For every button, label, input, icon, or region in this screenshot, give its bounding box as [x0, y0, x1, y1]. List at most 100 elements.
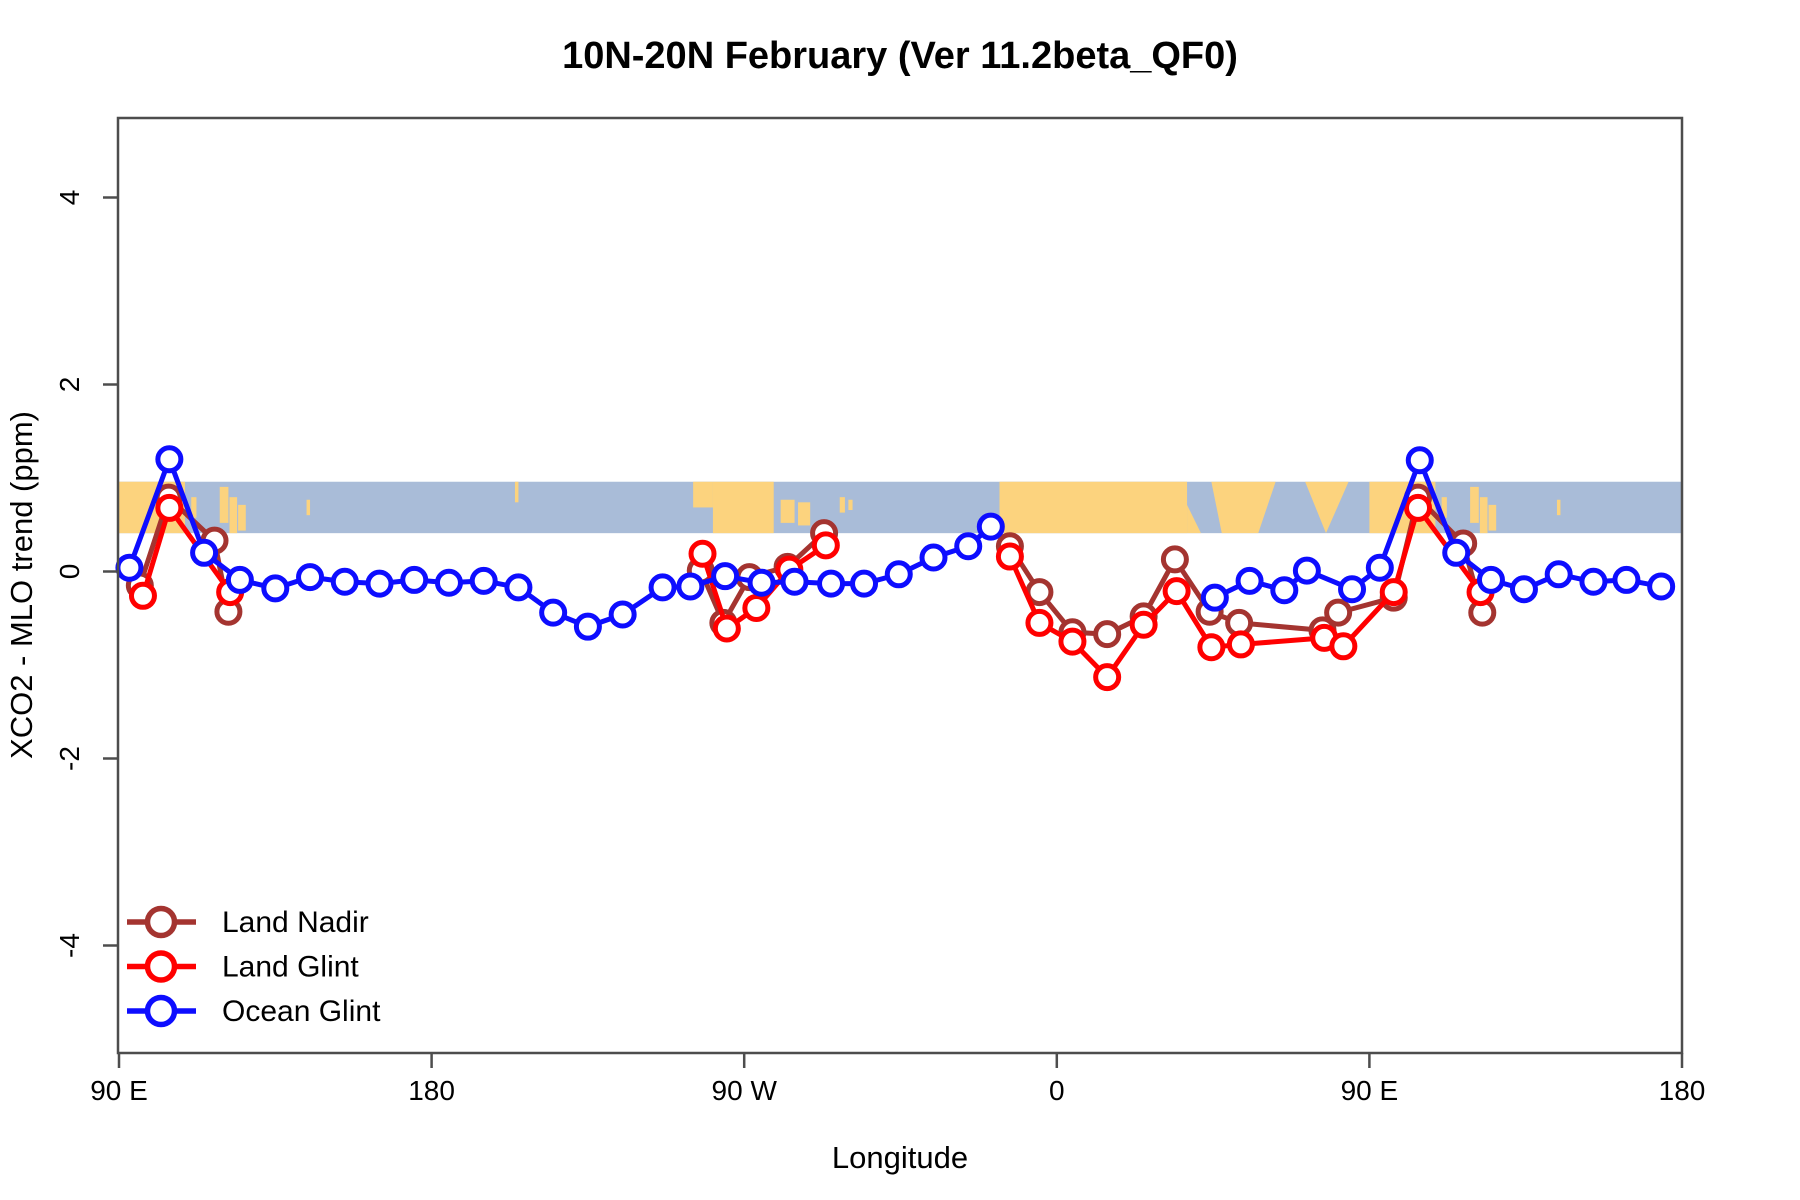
map-band-land	[191, 497, 197, 518]
data-point-land-glint	[688, 539, 717, 568]
data-point-ocean-glint	[976, 512, 1005, 541]
data-point-land-glint	[712, 614, 741, 643]
data-point-ocean-glint	[155, 445, 184, 474]
data-point-ocean-glint	[1365, 553, 1394, 582]
x-tick-label: 90 W	[712, 1075, 778, 1106]
data-point-land-glint	[1379, 578, 1408, 607]
series	[115, 445, 1676, 692]
data-point-ocean-glint	[780, 567, 809, 596]
map-band-land	[999, 481, 1188, 534]
data-point-ocean-glint	[1442, 538, 1471, 567]
data-point-ocean-glint	[1338, 575, 1367, 604]
map-band-land	[219, 486, 229, 523]
map-band-land	[1441, 497, 1447, 518]
data-point-land-nadir	[1324, 598, 1353, 627]
legend-label-land-nadir: Land Nadir	[222, 906, 369, 939]
data-point-ocean-glint	[884, 560, 913, 589]
map-band-land	[798, 502, 811, 526]
map-band-land	[1187, 504, 1201, 534]
data-point-ocean-glint	[296, 563, 325, 592]
legend-item-land-glint: Land Glint	[127, 950, 359, 984]
y-tick-label: 0	[54, 564, 85, 580]
map-band-land	[712, 481, 774, 534]
map-band-land	[1305, 481, 1349, 534]
data-point-ocean-glint	[676, 572, 705, 601]
data-point-land-nadir	[1160, 545, 1189, 574]
legend-marker-land-glint	[144, 950, 178, 983]
x-axis-label: Longitude	[832, 1140, 968, 1175]
legend: Land Nadir Land Glint Ocean Glint	[127, 905, 381, 1028]
x-tick-label: 0	[1049, 1075, 1065, 1106]
data-point-ocean-glint	[365, 569, 394, 598]
data-point-land-glint	[1162, 577, 1191, 606]
map-band-land	[1488, 504, 1497, 531]
chart-title: 10N-20N February (Ver 11.2beta_QF0)	[562, 35, 1238, 77]
data-point-land-glint	[811, 531, 840, 560]
y-axis-label: XCO2 - MLO trend (ppm)	[4, 411, 39, 759]
data-point-ocean-glint	[115, 553, 144, 582]
map-band-land	[1211, 481, 1276, 534]
y-tick-label: -2	[54, 746, 85, 771]
x-tick-label: 180	[408, 1075, 455, 1106]
y-tick-label: 4	[54, 190, 85, 206]
map-band-land	[1556, 499, 1561, 516]
data-point-land-glint	[995, 542, 1024, 571]
x-tick-label: 180	[1659, 1075, 1706, 1106]
data-point-land-glint	[155, 493, 184, 522]
data-point-ocean-glint	[1476, 565, 1505, 594]
data-point-ocean-glint	[919, 543, 948, 572]
data-point-ocean-glint	[1579, 567, 1608, 596]
data-point-ocean-glint	[1509, 575, 1538, 604]
data-point-ocean-glint	[817, 569, 846, 598]
map-band-land	[514, 481, 519, 503]
data-point-land-glint	[742, 593, 771, 622]
data-point-ocean-glint	[1270, 576, 1299, 605]
plot-border	[116, 116, 1684, 1055]
legend-label-ocean-glint: Ocean Glint	[222, 995, 381, 1028]
data-point-ocean-glint	[504, 573, 533, 602]
data-point-ocean-glint	[1405, 446, 1434, 475]
map-band-land	[839, 497, 845, 513]
data-point-ocean-glint	[1647, 572, 1676, 601]
data-point-ocean-glint	[400, 565, 429, 594]
data-point-ocean-glint	[648, 573, 677, 602]
data-point-ocean-glint	[850, 569, 879, 598]
legend-item-ocean-glint: Ocean Glint	[127, 994, 381, 1028]
data-point-land-glint	[1197, 633, 1226, 662]
data-point-ocean-glint	[1612, 565, 1641, 594]
data-point-land-glint	[1093, 663, 1122, 692]
data-point-ocean-glint	[711, 562, 740, 591]
data-point-land-glint	[1329, 632, 1358, 661]
data-point-ocean-glint	[330, 567, 359, 596]
map-band-land	[1470, 486, 1479, 523]
map-band-land	[306, 499, 311, 516]
legend-marker-land-nadir	[144, 905, 178, 939]
data-point-land-glint	[1226, 630, 1255, 659]
data-point-ocean-glint	[261, 574, 290, 603]
data-point-ocean-glint	[747, 568, 776, 597]
data-point-land-glint	[1058, 627, 1087, 656]
data-point-land-glint	[1025, 608, 1054, 637]
data-point-ocean-glint	[469, 566, 498, 595]
data-point-ocean-glint	[1200, 583, 1229, 612]
data-point-ocean-glint	[539, 598, 568, 627]
data-point-land-nadir	[1093, 620, 1122, 649]
data-point-ocean-glint	[1544, 560, 1573, 589]
data-point-ocean-glint	[1292, 556, 1321, 585]
data-point-ocean-glint	[608, 600, 637, 629]
x-tick-label: 90 E	[1341, 1075, 1399, 1106]
legend-marker-ocean-glint	[144, 994, 178, 1028]
legend-label-land-glint: Land Glint	[222, 951, 359, 984]
data-point-land-glint	[1129, 610, 1158, 639]
data-point-ocean-glint	[1235, 566, 1264, 595]
y-tick-label: 2	[54, 377, 85, 393]
map-band-land	[693, 481, 713, 508]
data-point-land-glint	[1404, 493, 1433, 522]
data-point-ocean-glint	[434, 568, 463, 597]
data-point-ocean-glint	[190, 538, 219, 567]
legend-item-land-nadir: Land Nadir	[127, 905, 369, 939]
series-ocean-glint	[115, 445, 1676, 641]
map-band-land	[780, 499, 795, 523]
